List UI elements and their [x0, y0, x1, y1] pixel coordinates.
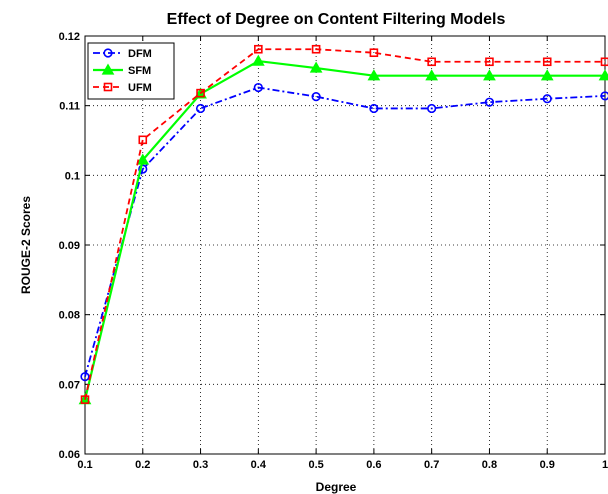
x-tick-label: 0.9: [540, 459, 555, 471]
x-tick-label: 0.1: [77, 459, 92, 471]
data-point-ufm: [542, 57, 552, 67]
y-tick-label: 0.1: [65, 170, 80, 182]
data-point-dfm: [311, 92, 321, 102]
y-axis-label: ROUGE-2 Scores: [19, 196, 33, 294]
data-point-sfm: [425, 69, 439, 81]
data-point-dfm: [427, 103, 437, 114]
x-tick-label: 0.2: [135, 459, 150, 471]
series-ufm: [80, 44, 608, 404]
data-point-dfm: [369, 103, 379, 114]
data-point-ufm: [254, 44, 263, 54]
data-point-ufm: [138, 135, 148, 145]
data-point-ufm: [427, 57, 436, 67]
y-tick-label: 0.06: [59, 449, 80, 461]
data-point-ufm: [311, 44, 321, 54]
series-line-sfm: [83, 59, 605, 400]
legend-label-ufm: UFM: [128, 82, 152, 94]
legend-label-dfm: DFM: [128, 48, 152, 60]
grid: [85, 36, 605, 454]
data-point-sfm: [136, 153, 150, 165]
series-line-dfm: [84, 86, 606, 377]
x-tick-label: 0.4: [251, 459, 267, 471]
data-point-ufm: [369, 48, 379, 58]
data-point-sfm: [483, 69, 496, 81]
data-point-ufm: [80, 395, 90, 404]
chart-title: Effect of Degree on Content Filtering Mo…: [167, 11, 506, 28]
data-point-dfm: [195, 103, 206, 114]
y-tick-label: 0.11: [59, 101, 80, 113]
x-tick-label: 0.8: [482, 459, 497, 471]
y-tick-label: 0.08: [59, 310, 80, 322]
x-tick-label: 0.7: [424, 459, 439, 471]
legend-marker-dfm: [103, 48, 113, 58]
x-tick-label: 0.6: [366, 459, 381, 471]
data-point-dfm: [542, 94, 552, 104]
data-point-dfm: [80, 372, 90, 382]
data-point-ufm: [600, 57, 608, 67]
ticks: 0.1 0.2 0.3 0.4 0.5 0.6 0.7 0.8 0.9 1 0.06 0.07 0.08…: [59, 31, 608, 471]
data-point-ufm: [196, 88, 205, 98]
series-group: [78, 44, 608, 405]
x-axis-label: Degree: [316, 480, 357, 494]
series-sfm: [78, 54, 608, 405]
y-tick-label: 0.09: [59, 240, 80, 252]
data-point-dfm: [484, 97, 495, 107]
legend: DFM SFM UFM: [87, 42, 175, 100]
data-point-dfm: [138, 164, 148, 174]
data-point-dfm: [600, 91, 608, 101]
legend-label-sfm: SFM: [128, 65, 151, 77]
data-point-sfm: [540, 69, 554, 81]
data-point-sfm: [367, 69, 381, 81]
data-point-sfm: [251, 54, 265, 66]
series-dfm: [80, 82, 608, 382]
y-tick-label: 0.12: [59, 31, 80, 43]
x-tick-label: 0.5: [308, 459, 323, 471]
data-point-ufm: [485, 57, 494, 67]
x-tick-label: 0.3: [193, 459, 208, 471]
legend-marker-ufm: [103, 82, 113, 92]
x-tick-label: 1: [602, 459, 608, 471]
legend-marker-sfm: [101, 63, 115, 75]
data-point-dfm: [253, 82, 263, 93]
y-tick-label: 0.07: [59, 379, 80, 391]
data-point-sfm: [309, 61, 323, 73]
series-line-ufm: [84, 48, 605, 400]
